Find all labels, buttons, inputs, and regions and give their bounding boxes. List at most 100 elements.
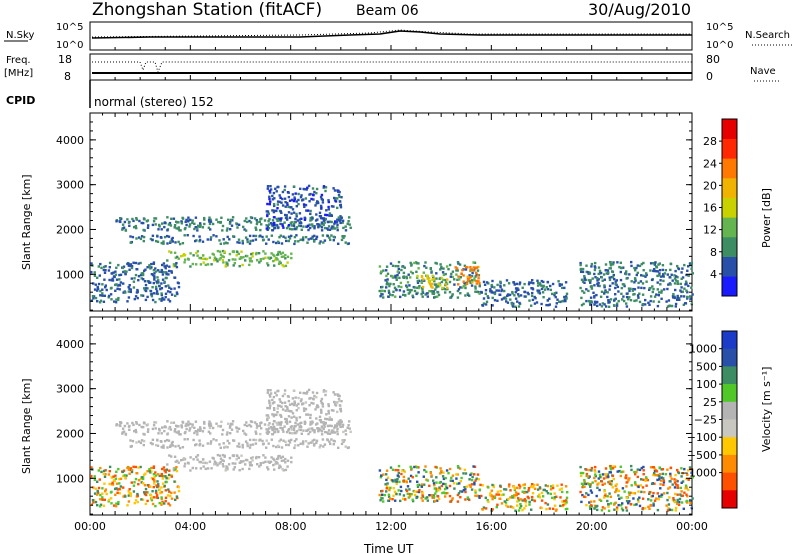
velocity-echo-cell: [459, 490, 462, 493]
power-colorbar-swatch: [722, 256, 737, 277]
power-echo-cell: [341, 235, 344, 238]
power-echo-cell: [94, 283, 97, 286]
power-echo-cell: [319, 225, 322, 228]
velocity-echo-cell: [519, 498, 523, 501]
power-echo-cell: [508, 293, 512, 297]
velocity-echo-cell: [470, 488, 474, 491]
power-echo-cell: [588, 301, 592, 304]
power-echo-cell: [266, 228, 269, 231]
velocity-echo-cell: [266, 414, 270, 417]
velocity-ylabel: Slant Range [km]: [20, 378, 33, 474]
velocity-echo-cell: [279, 423, 282, 426]
velocity-echo-cell: [519, 504, 523, 508]
velocity-echo-cell: [291, 397, 295, 400]
velocity-echo-cell: [255, 426, 259, 430]
power-echo-cell: [542, 296, 545, 299]
power-echo-cell: [188, 225, 191, 228]
power-echo-cell: [669, 268, 672, 272]
power-echo-cell: [633, 292, 636, 296]
power-echo-cell: [236, 250, 239, 254]
velocity-echo-cell: [124, 432, 127, 436]
power-echo-cell: [536, 279, 539, 282]
velocity-echo-cell: [303, 422, 307, 425]
power-echo-cell: [280, 201, 283, 204]
power-echo-cell: [455, 269, 458, 272]
velocity-echo-cell: [164, 489, 167, 492]
velocity-echo-cell: [317, 405, 320, 409]
power-echo-cell: [331, 225, 334, 228]
velocity-echo-cell: [143, 484, 147, 487]
velocity-echo-cell: [598, 488, 601, 492]
velocity-echo-cell: [249, 420, 253, 423]
power-echo-cell: [187, 216, 190, 219]
velocity-echo-cell: [209, 424, 213, 427]
velocity-echo-cell: [524, 501, 527, 504]
power-echo-cell: [177, 257, 180, 260]
velocity-echo-cell: [148, 468, 151, 471]
velocity-echo-cell: [620, 496, 623, 499]
velocity-echo-cell: [284, 461, 287, 464]
power-echo-cell: [271, 219, 275, 222]
power-echo-cell: [329, 238, 332, 242]
velocity-echo-cell: [676, 500, 679, 504]
velocity-echo-cell: [517, 497, 520, 500]
power-echo-cell: [204, 263, 207, 267]
velocity-echo-cell: [328, 432, 332, 435]
velocity-echo-cell: [417, 466, 420, 469]
velocity-echo-cell: [217, 424, 220, 428]
power-echo-cell: [593, 296, 596, 299]
power-echo-cell: [226, 262, 229, 265]
power-echo-cell: [184, 226, 187, 230]
power-echo-cell: [175, 265, 179, 269]
velocity-echo-cell: [661, 472, 664, 476]
power-echo-cell: [202, 254, 205, 257]
velocity-echo-cell: [138, 423, 141, 427]
velocity-echo-cell: [309, 423, 312, 426]
velocity-echo-cell: [280, 405, 283, 408]
velocity-echo-cell: [523, 491, 526, 494]
velocity-echo-cell: [123, 474, 126, 477]
power-echo-cell: [135, 237, 138, 240]
power-echo-cell: [464, 268, 468, 271]
velocity-echo-cell: [292, 427, 296, 430]
velocity-echo-cell: [150, 496, 153, 500]
power-echo-cell: [276, 219, 279, 222]
power-echo-cell: [515, 289, 518, 292]
velocity-echo-cell: [314, 423, 318, 426]
velocity-echo-cell: [403, 470, 406, 473]
velocity-echo-cell: [175, 431, 178, 434]
velocity-echo-cell: [213, 463, 216, 466]
power-echo-cell: [601, 302, 605, 305]
velocity-echo-cell: [677, 471, 681, 475]
power-echo-cell: [328, 212, 332, 215]
velocity-echo-cell: [164, 475, 167, 478]
power-echo-cell: [114, 273, 118, 276]
power-echo-cell: [244, 236, 248, 239]
power-echo-cell: [583, 291, 586, 294]
power-echo-cell: [259, 234, 262, 237]
velocity-echo-cell: [512, 506, 515, 509]
velocity-echo-cell: [296, 423, 299, 426]
power-echo-cell: [340, 196, 343, 199]
power-echo-cell: [273, 226, 277, 230]
power-echo-cell: [342, 236, 345, 239]
velocity-echo-cell: [447, 472, 450, 475]
power-echo-cell: [560, 283, 563, 286]
velocity-echo-cell: [270, 438, 273, 441]
velocity-echo-cell: [500, 493, 503, 497]
power-echo-cell: [640, 262, 643, 266]
power-echo-cell: [117, 263, 120, 267]
velocity-echo-cell: [685, 493, 688, 496]
power-echo-cell: [258, 220, 261, 223]
velocity-echo-cell: [173, 491, 176, 494]
power-echo-cell: [681, 290, 684, 293]
power-echo-cell: [317, 201, 320, 205]
velocity-echo-cell: [615, 483, 618, 486]
velocity-echo-cell: [137, 479, 141, 482]
power-echo-cell: [198, 225, 202, 228]
velocity-echo-cell: [183, 438, 186, 441]
velocity-echo-cell: [565, 496, 569, 499]
power-echo-cell: [276, 207, 279, 210]
velocity-echo-cell: [154, 474, 158, 477]
